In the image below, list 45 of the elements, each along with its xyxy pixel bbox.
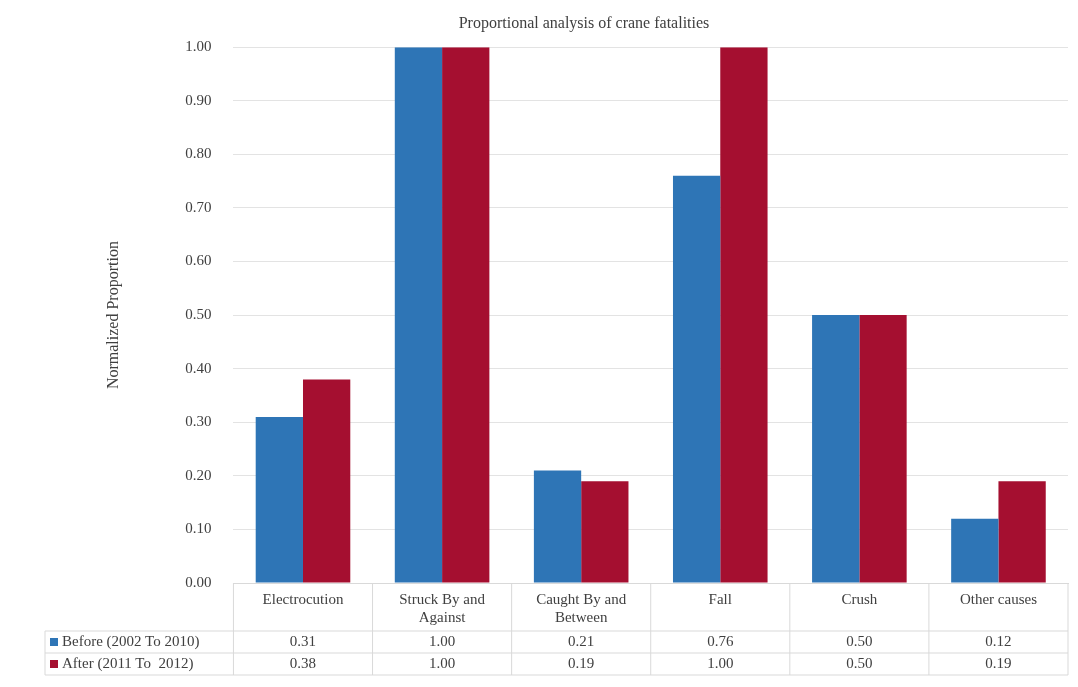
y-axis-title: Normalized Proportion — [103, 241, 122, 390]
bar — [720, 47, 768, 583]
bar — [255, 416, 303, 583]
data-label: 0.12 — [985, 632, 1012, 649]
y-tick-label: 0.70 — [185, 198, 212, 215]
bar — [812, 315, 860, 583]
data-label: 0.19 — [568, 654, 595, 671]
data-label: 0.31 — [289, 632, 317, 649]
bar — [951, 518, 999, 583]
bar — [442, 47, 490, 583]
data-label: 0.76 — [707, 632, 734, 649]
bar — [581, 481, 629, 583]
bar — [859, 315, 907, 583]
legend-label: After (2011 To 2012) — [62, 654, 194, 672]
bar — [998, 481, 1046, 583]
y-tick-label: 0.40 — [185, 359, 212, 376]
y-tick-label: 0.60 — [185, 252, 212, 269]
y-tick-label: 0.90 — [185, 91, 212, 108]
y-tick-label: 0.80 — [185, 145, 212, 162]
chart-title: Proportional analysis of crane fatalities — [458, 13, 710, 32]
bar — [303, 379, 351, 583]
y-tick-label: 0.20 — [185, 466, 212, 483]
data-label: 0.19 — [985, 654, 1012, 671]
legend-label: Before (2002 To 2010) — [62, 632, 200, 650]
y-tick-label: 1.00 — [185, 38, 212, 55]
bar — [533, 470, 582, 583]
x-tick-label: Struck By and Against — [399, 590, 486, 625]
y-tick-label: 0.50 — [185, 306, 212, 323]
data-label: 0.38 — [289, 654, 317, 671]
data-label: 1.00 — [707, 654, 734, 671]
x-tick-label: Fall — [708, 590, 732, 607]
data-label: 0.21 — [568, 632, 595, 649]
bar — [672, 175, 721, 583]
x-tick-label: Caught By and Between — [536, 590, 627, 625]
x-tick-label: Electrocution — [262, 590, 344, 607]
data-label: 0.50 — [846, 654, 873, 671]
x-tick-label: Other causes — [959, 590, 1038, 607]
y-tick-label: 0.00 — [185, 573, 212, 590]
x-tick-label: Crush — [841, 590, 878, 607]
y-tick-label: 0.10 — [185, 520, 212, 537]
data-label: 0.50 — [846, 632, 873, 649]
data-label: 1.00 — [428, 632, 456, 649]
data-label: 1.00 — [428, 654, 456, 671]
bar — [394, 47, 443, 583]
y-tick-label: 0.30 — [185, 413, 212, 430]
